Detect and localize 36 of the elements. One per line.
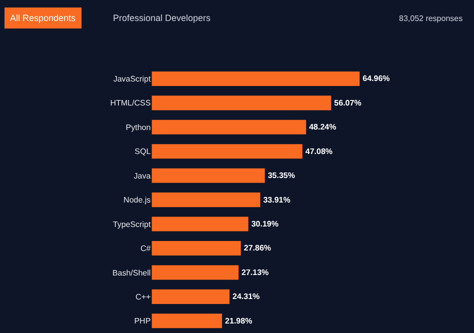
data-label: 24.31% (232, 292, 260, 302)
y-tick-label: C++ (136, 292, 152, 302)
data-label: 64.96% (362, 74, 390, 84)
data-label: 35.35% (268, 171, 295, 180)
y-tick-label: JavaScript (113, 74, 152, 84)
bar (152, 168, 265, 183)
text: 83,052 responses (399, 14, 463, 23)
y-tick-label: TypeScript (112, 220, 152, 229)
bar (152, 265, 239, 280)
text: Professional Developers (113, 13, 212, 23)
bar (152, 192, 260, 208)
data-label: 27.13% (242, 268, 269, 277)
data-label: 47.08% (305, 146, 333, 156)
y-tick-label: Python (126, 122, 151, 132)
y-tick-label: Node.js (124, 196, 151, 205)
bar (152, 240, 241, 256)
data-label: 21.98% (225, 316, 252, 326)
data-label: 33.91% (263, 195, 290, 204)
data-label: 56.07% (334, 98, 362, 108)
bar (152, 144, 302, 159)
bar (152, 120, 306, 134)
bar (152, 96, 332, 110)
text: All Respondents (10, 13, 76, 23)
data-label: 27.86% (244, 244, 271, 253)
y-tick-label: Java (134, 171, 152, 180)
y-tick-label: C# (140, 244, 152, 254)
bar (152, 289, 230, 304)
bar (152, 314, 222, 328)
data-label: 30.19% (251, 220, 278, 229)
y-tick-label: SQL (134, 147, 152, 156)
bar (152, 216, 248, 232)
y-tick-label: Bash/Shell (112, 268, 151, 278)
data-label: 48.24% (309, 122, 336, 132)
y-tick-label: HTML/CSS (110, 98, 151, 108)
bar (152, 71, 360, 86)
y-tick-label: PHP (134, 316, 151, 326)
